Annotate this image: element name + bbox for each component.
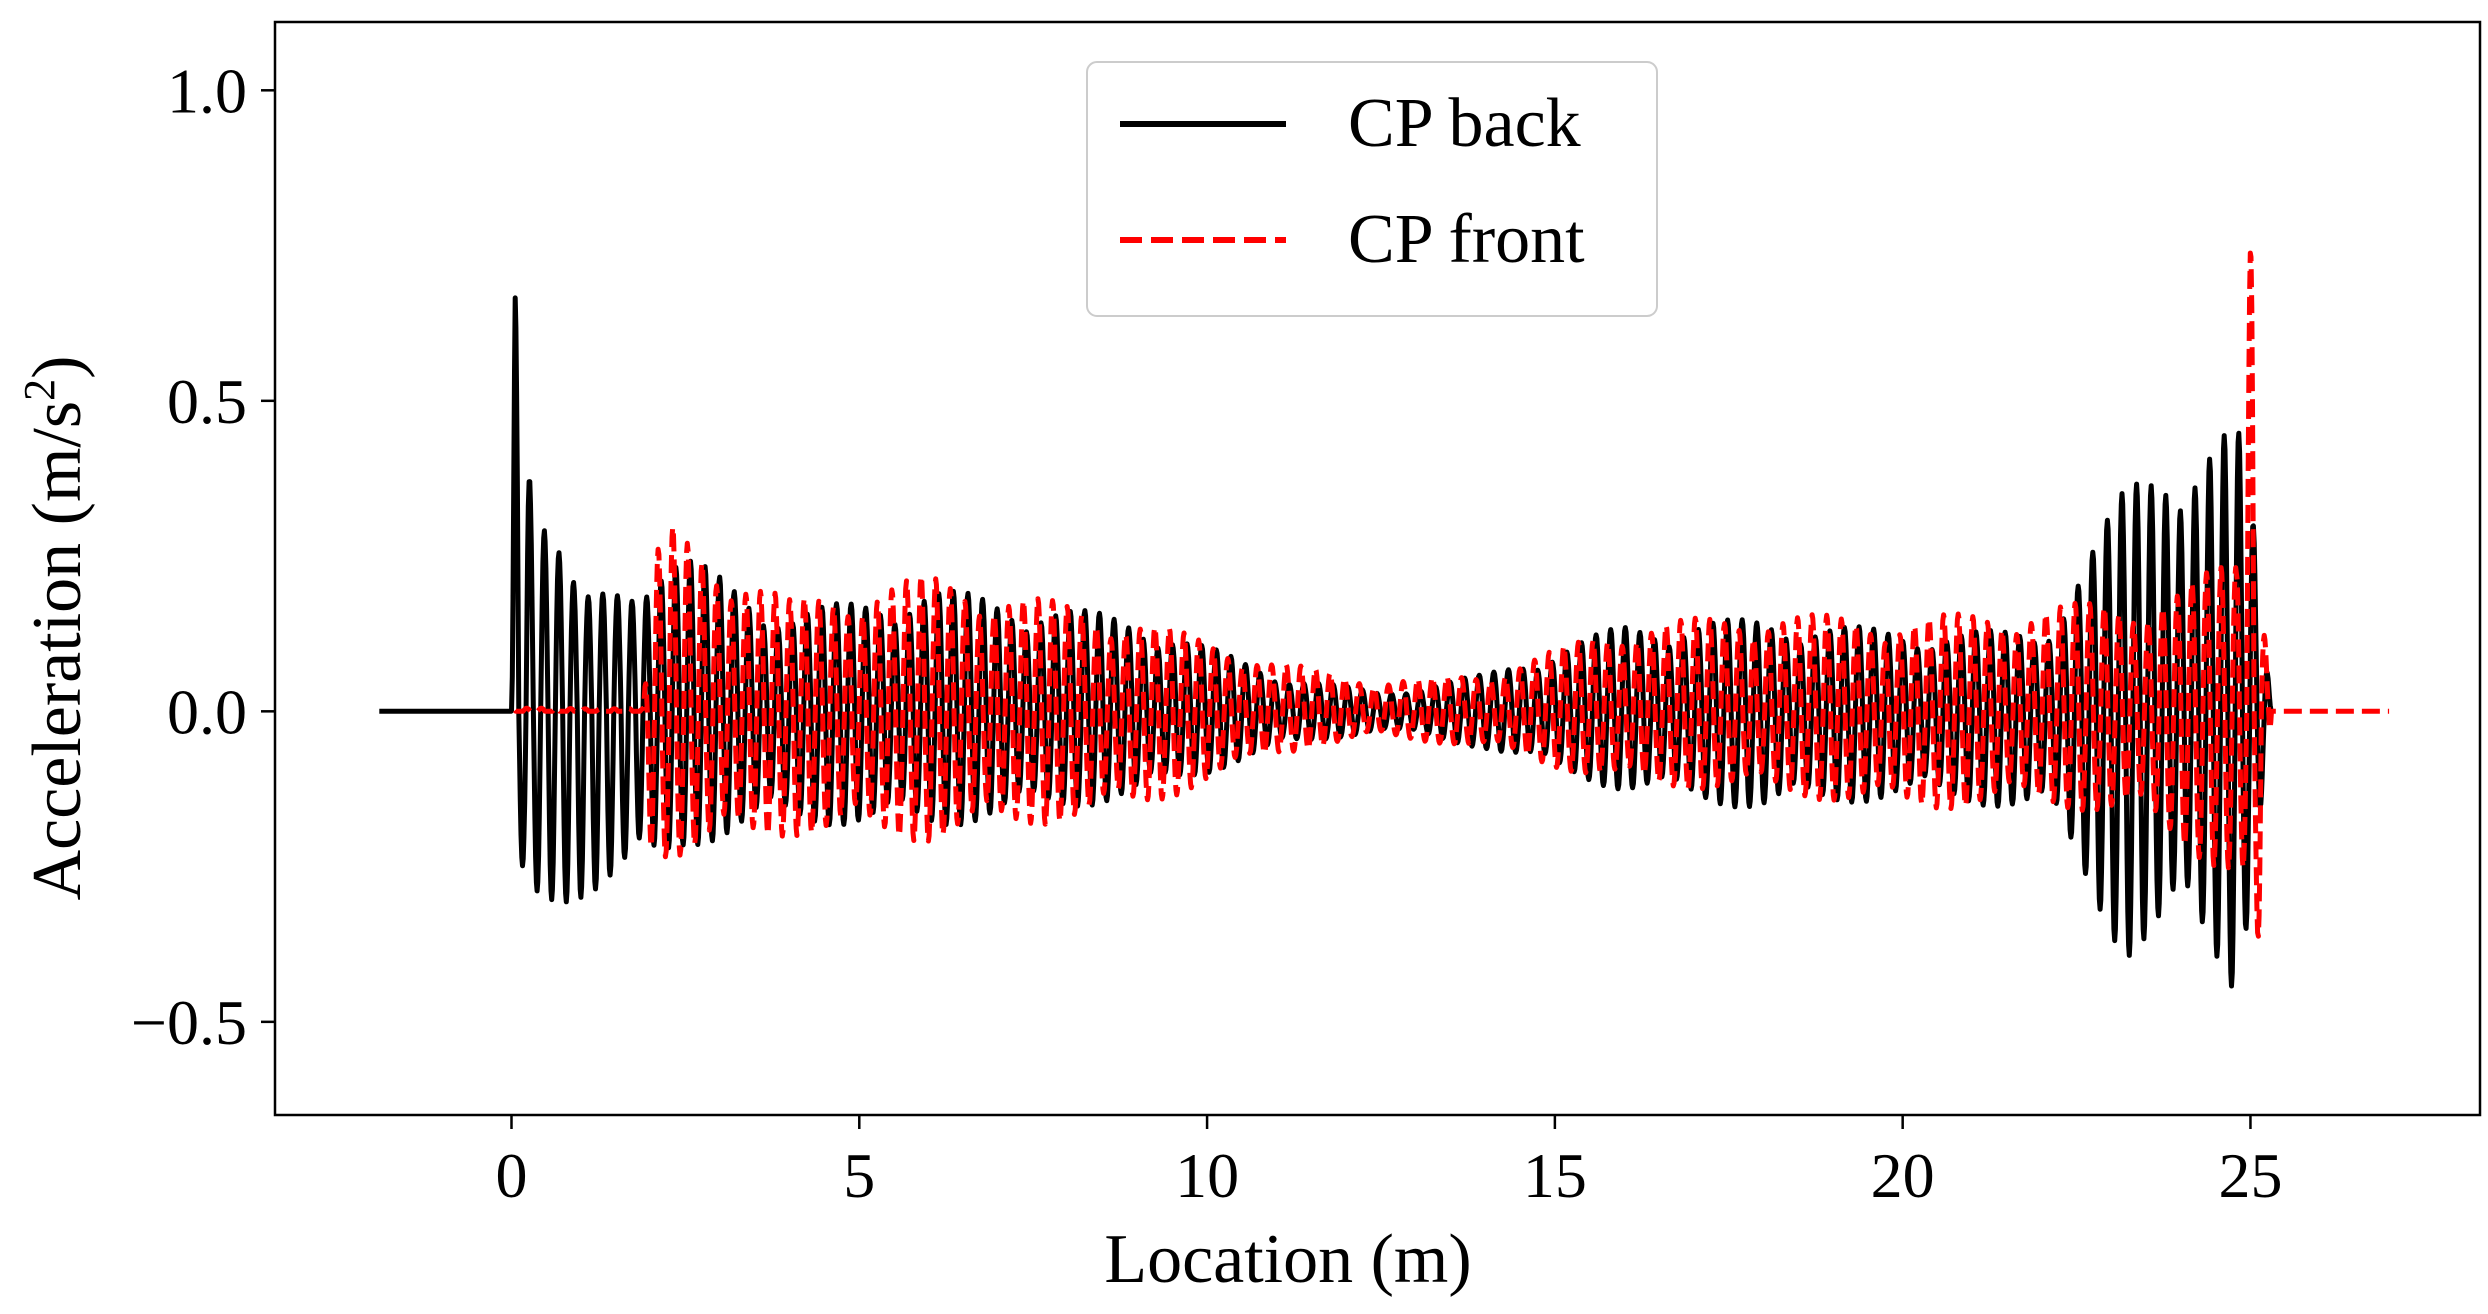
x-axis-ticks: 0 5 10 15 20 25 [495, 1115, 2282, 1211]
y-axis-label-superscript: 2 [15, 379, 64, 401]
y-axis-label: Acceleration (m/s2) [15, 356, 96, 901]
x-tick-label: 20 [1871, 1140, 1935, 1211]
x-tick-label: 0 [495, 1140, 527, 1211]
y-tick-label: −0.5 [131, 987, 247, 1058]
series-line-cp-front [513, 250, 2391, 939]
y-axis-label-main: Acceleration (m/s [19, 401, 96, 901]
x-tick-label: 10 [1175, 1140, 1239, 1211]
y-axis-label-close: ) [19, 356, 96, 379]
legend-label-cp-front: CP front [1348, 201, 1585, 278]
y-tick-label: 0.5 [167, 366, 247, 437]
plot-area-frame [273, 20, 2482, 1117]
x-axis-label: Location (m) [1104, 1221, 1471, 1298]
series-layer [377, 250, 2391, 989]
y-tick-label: 0.0 [167, 676, 247, 747]
x-tick-label: 5 [843, 1140, 875, 1211]
x-tick-label: 15 [1523, 1140, 1587, 1211]
legend: CP back CP front [1086, 61, 1658, 317]
y-axis-ticks: −0.5 0.0 0.5 1.0 [131, 55, 275, 1058]
y-tick-label: 1.0 [167, 55, 247, 126]
legend-label-cp-back: CP back [1348, 85, 1581, 162]
x-tick-label: 25 [2218, 1140, 2282, 1211]
